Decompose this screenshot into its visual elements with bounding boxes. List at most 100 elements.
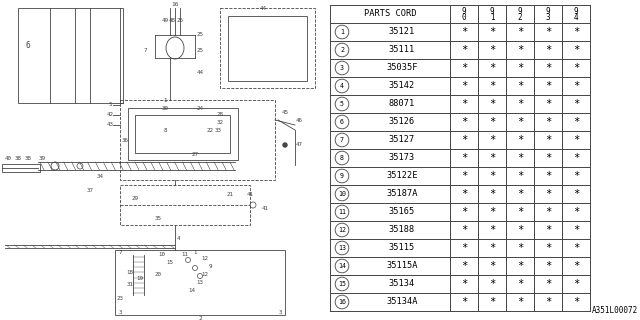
Text: *: * bbox=[461, 189, 467, 199]
Text: 1: 1 bbox=[490, 13, 494, 22]
Text: 6: 6 bbox=[26, 41, 30, 50]
Text: *: * bbox=[489, 207, 495, 217]
Text: *: * bbox=[489, 99, 495, 109]
Text: *: * bbox=[573, 171, 579, 181]
Text: *: * bbox=[461, 153, 467, 163]
Text: 15: 15 bbox=[166, 260, 173, 266]
Text: *: * bbox=[489, 171, 495, 181]
Text: 38: 38 bbox=[24, 156, 31, 161]
Text: *: * bbox=[517, 279, 523, 289]
Text: *: * bbox=[573, 189, 579, 199]
Text: 10: 10 bbox=[159, 252, 166, 258]
Text: 35126: 35126 bbox=[389, 117, 415, 126]
Text: 35115: 35115 bbox=[389, 244, 415, 252]
Text: 24: 24 bbox=[196, 106, 204, 110]
Bar bbox=[220, 8, 315, 88]
Text: *: * bbox=[545, 171, 551, 181]
Text: *: * bbox=[545, 261, 551, 271]
Text: *: * bbox=[517, 261, 523, 271]
Text: 12: 12 bbox=[202, 271, 209, 276]
Text: *: * bbox=[461, 81, 467, 91]
Text: 2: 2 bbox=[518, 13, 522, 22]
Text: *: * bbox=[461, 63, 467, 73]
Text: 35134A: 35134A bbox=[387, 298, 418, 307]
Text: *: * bbox=[461, 261, 467, 271]
Text: 26: 26 bbox=[177, 18, 184, 22]
Text: *: * bbox=[573, 207, 579, 217]
Text: 3: 3 bbox=[278, 309, 282, 315]
Text: 7: 7 bbox=[340, 137, 344, 143]
Text: *: * bbox=[517, 117, 523, 127]
Text: *: * bbox=[517, 225, 523, 235]
Text: *: * bbox=[545, 297, 551, 307]
Text: 9: 9 bbox=[340, 173, 344, 179]
Text: 38: 38 bbox=[15, 156, 22, 161]
Text: 21: 21 bbox=[227, 193, 234, 197]
Text: 13: 13 bbox=[196, 279, 204, 284]
Text: 1: 1 bbox=[193, 250, 196, 254]
Text: 9: 9 bbox=[461, 7, 467, 16]
Text: 44: 44 bbox=[259, 6, 266, 12]
Text: 11: 11 bbox=[182, 252, 189, 258]
Bar bbox=[135, 115, 230, 153]
Text: *: * bbox=[489, 153, 495, 163]
Text: A351L00072: A351L00072 bbox=[592, 306, 638, 315]
Text: 6: 6 bbox=[340, 119, 344, 125]
Text: 35: 35 bbox=[154, 215, 161, 220]
Text: 47: 47 bbox=[296, 142, 303, 148]
Text: *: * bbox=[461, 243, 467, 253]
Bar bbox=[2, 164, 40, 172]
Text: *: * bbox=[489, 189, 495, 199]
Text: 48: 48 bbox=[168, 18, 175, 22]
Text: *: * bbox=[489, 63, 495, 73]
Text: 20: 20 bbox=[154, 273, 161, 277]
Text: 9: 9 bbox=[573, 7, 579, 16]
Bar bbox=[120, 100, 275, 180]
Text: *: * bbox=[461, 297, 467, 307]
Text: 2: 2 bbox=[340, 47, 344, 53]
Text: 3: 3 bbox=[118, 309, 122, 315]
Text: 3: 3 bbox=[340, 65, 344, 71]
Text: 25: 25 bbox=[196, 33, 204, 37]
Text: *: * bbox=[517, 99, 523, 109]
Text: 5: 5 bbox=[340, 101, 344, 107]
Text: 5: 5 bbox=[108, 102, 112, 108]
Text: 46: 46 bbox=[296, 117, 303, 123]
Text: 16: 16 bbox=[172, 3, 179, 7]
Text: 14: 14 bbox=[189, 287, 195, 292]
Text: *: * bbox=[517, 207, 523, 217]
Text: 7: 7 bbox=[143, 47, 147, 52]
Text: 37: 37 bbox=[86, 188, 93, 193]
Text: *: * bbox=[489, 279, 495, 289]
Text: *: * bbox=[461, 225, 467, 235]
Text: 9: 9 bbox=[490, 7, 494, 16]
Text: 41: 41 bbox=[246, 193, 253, 197]
Text: 1: 1 bbox=[163, 98, 167, 102]
Text: *: * bbox=[461, 45, 467, 55]
Text: 23: 23 bbox=[116, 295, 124, 300]
Text: 9: 9 bbox=[518, 7, 522, 16]
Text: 18: 18 bbox=[127, 269, 134, 275]
Text: *: * bbox=[573, 225, 579, 235]
Text: 43: 43 bbox=[106, 123, 113, 127]
Text: 35173: 35173 bbox=[389, 154, 415, 163]
Text: *: * bbox=[461, 171, 467, 181]
Text: *: * bbox=[517, 243, 523, 253]
Text: *: * bbox=[545, 225, 551, 235]
Text: 2: 2 bbox=[198, 316, 202, 320]
Text: *: * bbox=[489, 27, 495, 37]
Text: 30: 30 bbox=[161, 106, 168, 110]
Text: 4: 4 bbox=[340, 83, 344, 89]
Text: *: * bbox=[573, 81, 579, 91]
Text: 25: 25 bbox=[196, 47, 204, 52]
Text: *: * bbox=[517, 135, 523, 145]
Text: 22: 22 bbox=[207, 127, 214, 132]
Text: 12: 12 bbox=[338, 227, 346, 233]
Text: 35127: 35127 bbox=[389, 135, 415, 145]
Text: *: * bbox=[517, 45, 523, 55]
Text: *: * bbox=[517, 153, 523, 163]
Text: 13: 13 bbox=[338, 245, 346, 251]
Text: *: * bbox=[461, 135, 467, 145]
Text: 33: 33 bbox=[214, 127, 221, 132]
Text: 45: 45 bbox=[282, 109, 289, 115]
